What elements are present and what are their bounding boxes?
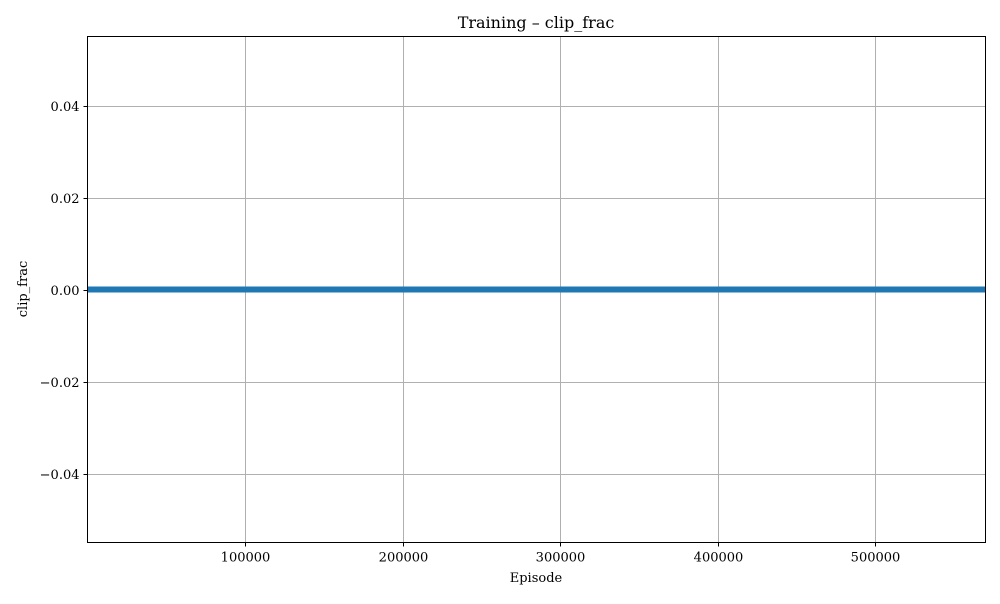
x-tick-label: 300000 [536,551,586,566]
x-axis-label: Episode [510,571,563,586]
plot-frame [87,36,986,543]
y-tick-label: −0.02 [40,376,80,391]
chart-title: Training – clip_frac [458,13,615,32]
x-tick-label: 500000 [851,551,901,566]
y-tick-label: 0.02 [51,192,80,207]
y-tick-label: 0.00 [51,284,80,299]
y-tick-label: 0.04 [51,100,80,115]
y-axis-label: clip_frac [16,261,31,317]
x-tick-label: 400000 [694,551,744,566]
x-tick-label: 200000 [379,551,429,566]
axis-ticks: 100000 200000 300000 400000 500000 −0.04 −0.02… [40,100,901,566]
y-tick-label: −0.04 [40,468,80,483]
x-tick-label: 100000 [221,551,271,566]
